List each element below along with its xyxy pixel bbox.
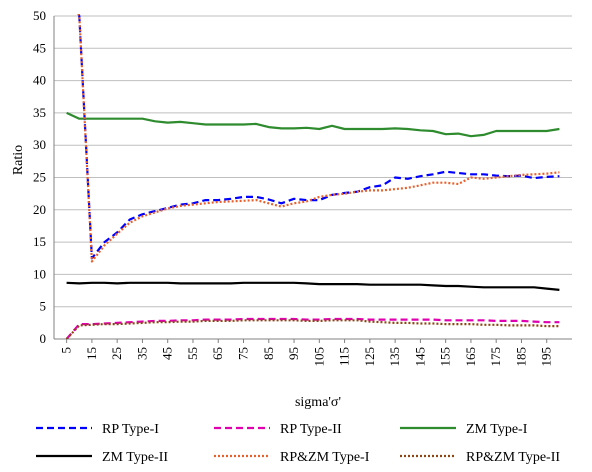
- y-tick-label: 40: [33, 73, 46, 88]
- y-tick-label: 5: [40, 299, 47, 314]
- series-line-zm-type-ii: [66, 281, 560, 291]
- series-line-rp-type-i: [77, 14, 560, 260]
- y-tick-label: 15: [33, 234, 46, 249]
- x-tick-label: 15: [84, 347, 99, 360]
- legend-item: RP&ZM Type-II: [400, 450, 560, 465]
- legend-item: RP&ZM Type-I: [214, 450, 370, 465]
- legend-item: ZM Type-II: [36, 450, 168, 465]
- legend-item: RP Type-II: [214, 422, 342, 437]
- ticks-layer: 0 5 10 15 20 25 30 35 40 45 50 5 15 25 35 45 55 65 75 85 95 1…: [33, 8, 554, 367]
- x-tick-label: 75: [236, 347, 251, 360]
- y-tick-label: 10: [33, 266, 46, 281]
- y-tick-label: 30: [33, 137, 46, 152]
- x-tick-label: 165: [463, 347, 478, 367]
- x-tick-label: 55: [185, 347, 200, 360]
- x-tick-label: 175: [488, 347, 503, 367]
- legend-label: RP Type-II: [280, 422, 342, 437]
- x-tick-label: 195: [539, 347, 554, 367]
- x-axis-title: sigma'σ': [295, 395, 341, 410]
- x-tick-label: 95: [286, 347, 301, 360]
- x-tick-label: 145: [412, 347, 427, 367]
- x-tick-label: 135: [387, 347, 402, 367]
- y-tick-label: 20: [33, 202, 46, 217]
- x-tick-label: 65: [210, 347, 225, 360]
- legend-label: ZM Type-II: [102, 450, 168, 465]
- x-tick-label: 115: [337, 347, 352, 366]
- x-tick-label: 155: [438, 347, 453, 367]
- y-tick-label: 50: [33, 8, 46, 23]
- x-tick-label: 85: [261, 347, 276, 360]
- y-tick-label: 25: [33, 170, 46, 185]
- legend-label: RP&ZM Type-II: [466, 450, 560, 465]
- y-tick-label: 35: [33, 105, 46, 120]
- x-tick-label: 45: [160, 347, 175, 360]
- series-line-rp-zm-type-i: [77, 14, 560, 263]
- x-tick-label: 25: [109, 347, 124, 360]
- series-layer: [65, 14, 560, 339]
- y-tick-label: 45: [33, 40, 46, 55]
- legend-label: ZM Type-I: [466, 422, 528, 437]
- x-tick-label: 125: [362, 347, 377, 367]
- x-tick-label: 185: [513, 347, 528, 367]
- grid-layer: [54, 15, 572, 308]
- x-tick-label: 5: [59, 347, 74, 354]
- series-line-zm-type-i: [66, 111, 560, 138]
- legend-label: RP Type-I: [102, 422, 159, 437]
- legend-item: ZM Type-I: [400, 422, 528, 437]
- x-tick-label: 105: [311, 347, 326, 367]
- legend-label: RP&ZM Type-I: [280, 450, 370, 465]
- axes-layer: [53, 16, 572, 340]
- legend: RP Type-I RP Type-II ZM Type-I ZM Type-II RP…: [36, 422, 560, 465]
- x-tick-label: 35: [134, 347, 149, 360]
- series-line-rp-type-ii: [65, 317, 560, 339]
- legend-item: RP Type-I: [36, 422, 159, 437]
- series-line-rp-zm-type-ii: [65, 319, 560, 339]
- y-axis-title: Ratio: [11, 145, 26, 175]
- y-tick-label: 0: [40, 331, 47, 346]
